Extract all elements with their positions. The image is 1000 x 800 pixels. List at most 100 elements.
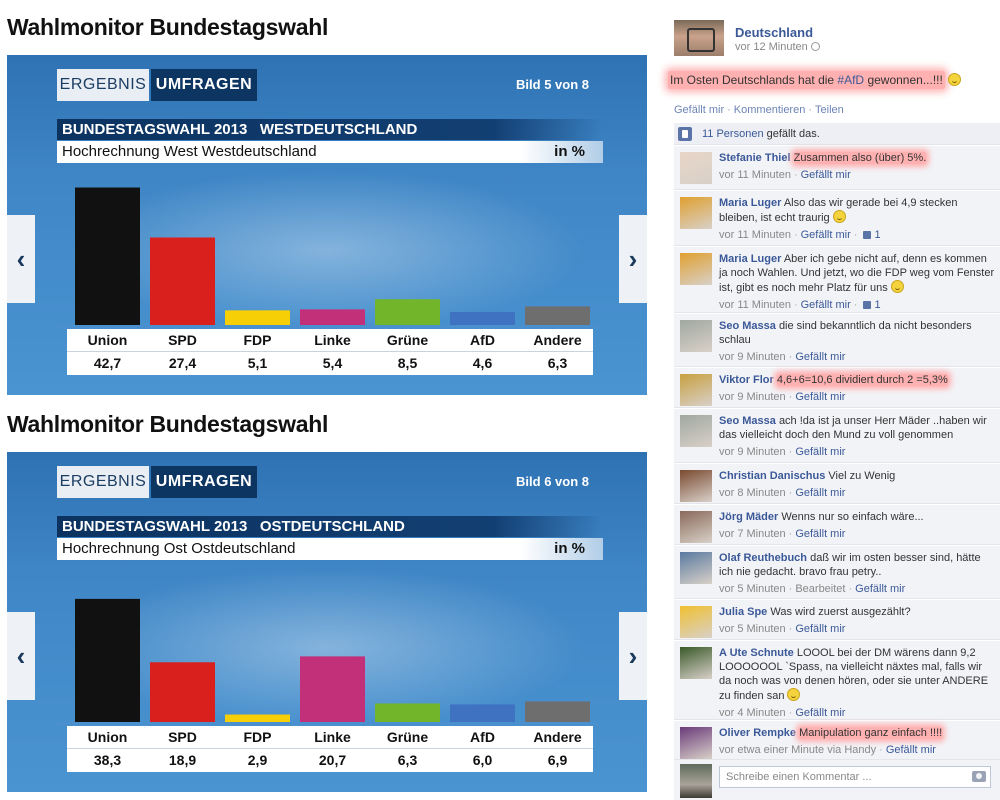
comment-link[interactable]: Kommentieren [733, 104, 806, 116]
comment-time: vor 5 Minuten [719, 623, 786, 635]
tab-umfragen[interactable]: UMFRAGEN [151, 466, 257, 498]
post-text-before: Im Osten Deutschlands hat die [670, 73, 838, 87]
bar-fdp [225, 714, 290, 724]
tab-ergebnis[interactable]: ERGEBNIS [57, 69, 149, 101]
chart-unit: in % [554, 540, 585, 557]
post-text-after: gewonnen...!!! [864, 73, 943, 87]
commenter-name[interactable]: Oliver Rempke [719, 727, 797, 739]
comment-text: Was wird zuerst ausgezählt? [770, 606, 911, 618]
value-label: 27,4 [169, 355, 196, 371]
chart-subtitle-text: Hochrechnung West Westdeutschland [62, 143, 317, 160]
comment-like-link[interactable]: Gefällt mir [795, 707, 846, 719]
category-label: FDP [244, 729, 272, 745]
post-time: vor 12 Minuten [735, 41, 820, 53]
commenter-name[interactable]: A Ute Schnute [719, 647, 794, 659]
commenter-name[interactable]: Maria Luger [719, 197, 782, 209]
comment-text: Also das wir gerade bei 4,9 stecken blei… [719, 197, 958, 224]
comment-like-link[interactable]: Gefällt mir [795, 391, 846, 403]
commenter-name[interactable]: Julia Spe [719, 606, 768, 618]
comment-like-count[interactable]: 1 [871, 229, 881, 241]
comment-text: ach !da ist ja unser Herr Mäder ..haben … [719, 415, 987, 441]
comment-time: vor 9 Minuten [719, 446, 786, 458]
commenter-avatar[interactable] [680, 606, 712, 638]
share-link[interactable]: Teilen [815, 104, 844, 116]
next-slide-button[interactable]: › [619, 215, 647, 303]
comment-like-link[interactable]: Gefällt mir [795, 623, 846, 635]
post-author-avatar[interactable] [674, 20, 724, 56]
post-time-text: vor 12 Minuten [735, 41, 808, 53]
post-author-name[interactable]: Deutschland [735, 25, 814, 40]
commenter-name[interactable]: Christian Danischus [719, 470, 826, 482]
commenter-avatar[interactable] [680, 415, 712, 447]
comment-like-link[interactable]: Gefällt mir [795, 351, 846, 363]
tab-ergebnis[interactable]: ERGEBNIS [57, 466, 149, 498]
comment-like-link[interactable]: Gefällt mir [885, 744, 936, 756]
comment-like-link[interactable]: Gefällt mir [795, 446, 846, 458]
comment-time: vor 11 Minuten [719, 169, 791, 181]
like-link[interactable]: Gefällt mir [674, 104, 725, 116]
comment-meta: vor 11 Minuten · Gefällt mir [719, 169, 851, 181]
comment-meta: vor 9 Minuten · Gefällt mir [719, 351, 846, 363]
slide-ost: ERGEBNIS UMFRAGEN Bild 6 von 8 BUNDESTAG… [7, 452, 647, 792]
commenter-name[interactable]: Seo Massa [719, 320, 776, 332]
slide-counter: Bild 5 von 8 [516, 77, 589, 92]
value-label: 6,9 [548, 752, 568, 768]
category-label: AfD [470, 332, 495, 348]
tab-umfragen[interactable]: UMFRAGEN [151, 69, 257, 101]
baseline [57, 325, 597, 329]
comment-body: Julia Spe Was wird zuerst ausgezählt? vor… [719, 605, 995, 636]
comment-text: Wenns nur so einfach wäre... [781, 511, 924, 523]
comment-like-link[interactable]: Gefällt mir [800, 229, 851, 241]
bar-afd [450, 704, 515, 724]
commenter-avatar[interactable] [680, 253, 712, 285]
comment-time: vor 11 Minuten [719, 229, 791, 241]
commenter-avatar[interactable] [680, 320, 712, 352]
commenter-avatar[interactable] [680, 647, 712, 679]
next-slide-button[interactable]: › [619, 612, 647, 700]
category-label: Linke [314, 729, 351, 745]
commenter-name[interactable]: Olaf Reuthebuch [719, 552, 808, 564]
bar-andere [525, 701, 590, 724]
category-label: FDP [244, 332, 272, 348]
comment-meta: vor 11 Minuten · Gefällt mir · 1 [719, 229, 881, 241]
smiley-icon [832, 210, 846, 223]
commenter-avatar[interactable] [680, 374, 712, 406]
value-label: 6,3 [398, 752, 418, 768]
commenter-name[interactable]: Jörg Mäder [719, 511, 779, 523]
prev-slide-button[interactable]: ‹ [7, 612, 35, 700]
value-label: 38,3 [94, 752, 121, 768]
camera-icon[interactable] [972, 771, 986, 782]
likes-count-link[interactable]: 11 Personen [702, 128, 764, 140]
commenter-avatar[interactable] [680, 727, 712, 759]
prev-slide-button[interactable]: ‹ [7, 215, 35, 303]
baseline [57, 722, 597, 726]
comment-item: Viktor Flor 4,6+6=10,6 dividiert durch 2… [674, 368, 1000, 408]
label-divider [67, 351, 593, 352]
hashtag-link[interactable]: #AfD [837, 73, 865, 87]
comment-like-link[interactable]: Gefällt mir [800, 169, 851, 181]
comment-like-link[interactable]: Gefällt mir [795, 487, 846, 499]
category-label: SPD [168, 729, 197, 745]
comment-body: Viktor Flor 4,6+6=10,6 dividiert durch 2… [719, 373, 995, 404]
comment-input[interactable]: Schreibe einen Kommentar ... [719, 766, 991, 788]
comment-like-link[interactable]: Gefällt mir [795, 528, 846, 540]
commenter-avatar[interactable] [680, 197, 712, 229]
comment-time: vor 8 Minuten [719, 487, 786, 499]
commenter-avatar[interactable] [680, 511, 712, 543]
commenter-avatar[interactable] [680, 152, 712, 184]
commenter-name[interactable]: Stefanie Thiel [719, 152, 791, 164]
value-label: 5,1 [248, 355, 268, 371]
commenter-avatar[interactable] [680, 470, 712, 502]
comment-like-link[interactable]: Gefällt mir [855, 583, 906, 595]
comment-body: Seo Massa die sind bekanntlich da nicht … [719, 319, 995, 364]
commenter-avatar[interactable] [680, 552, 712, 584]
comment-like-count[interactable]: 1 [871, 299, 881, 311]
commenter-name[interactable]: Maria Luger [719, 253, 782, 265]
commenter-name[interactable]: Seo Massa [719, 415, 776, 427]
comment-item: Julia Spe Was wird zuerst ausgezählt? vor… [674, 600, 1000, 640]
comment-like-link[interactable]: Gefällt mir [800, 299, 851, 311]
comment-meta: vor 9 Minuten · Gefällt mir [719, 391, 846, 403]
bar-chart-ost: Union 38,3 SPD 18,9 FDP 2,9 Linke 20,7 Grüne 6,3 A… [57, 598, 597, 772]
slide-west: ERGEBNIS UMFRAGEN Bild 5 von 8 BUNDESTAG… [7, 55, 647, 395]
commenter-name[interactable]: Viktor Flor [719, 374, 774, 386]
